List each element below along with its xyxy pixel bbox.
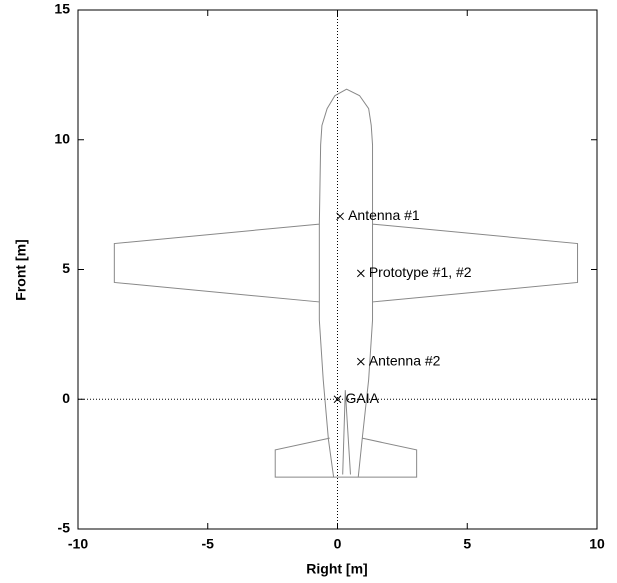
x-tick-label: -10 xyxy=(68,536,88,552)
y-tick-label: 10 xyxy=(54,130,70,146)
x-tick-label: 0 xyxy=(334,536,342,552)
y-tick-label: 0 xyxy=(62,390,70,406)
y-tick-label: 5 xyxy=(62,260,70,276)
y-tick-label: -5 xyxy=(58,520,71,536)
outline xyxy=(114,89,577,477)
point xyxy=(337,213,344,220)
y-tick-label: 15 xyxy=(54,1,70,17)
point xyxy=(357,270,364,277)
x-tick-label: -5 xyxy=(202,536,215,552)
chart: Right [m] Front [m] -10-50510-5051015Ant… xyxy=(0,0,617,583)
x-tick-label: 5 xyxy=(463,536,471,552)
point-label: Antenna #1 xyxy=(348,207,420,223)
point-label: Antenna #2 xyxy=(369,352,441,368)
y-axis-label: Front [m] xyxy=(13,239,29,300)
point-label: Prototype #1, #2 xyxy=(369,264,472,280)
x-tick-label: 10 xyxy=(589,536,605,552)
point-label: GAIA xyxy=(346,390,380,406)
point xyxy=(357,358,364,365)
x-axis-label: Right [m] xyxy=(306,561,367,577)
